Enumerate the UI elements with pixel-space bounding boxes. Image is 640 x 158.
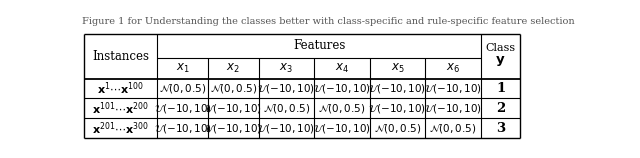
Text: $\mathcal{U}(-10,10)$: $\mathcal{U}(-10,10)$: [313, 122, 371, 135]
Text: $x_1$: $x_1$: [176, 62, 189, 75]
Text: $\mathcal{U}(-10,10)$: $\mathcal{U}(-10,10)$: [313, 82, 371, 95]
Text: $\mathcal{N}(0,0.5)$: $\mathcal{N}(0,0.5)$: [209, 82, 257, 95]
Text: $\mathbf{x}^{101}\cdots\mathbf{x}^{200}$: $\mathbf{x}^{101}\cdots\mathbf{x}^{200}$: [92, 100, 149, 117]
Text: $\mathcal{U}(-10,10)$: $\mathcal{U}(-10,10)$: [257, 122, 316, 135]
Text: $x_3$: $x_3$: [280, 62, 293, 75]
Text: Class: Class: [486, 43, 516, 53]
Text: $\mathbf{y}$: $\mathbf{y}$: [495, 54, 506, 68]
Text: $\mathcal{U}(-10,10)$: $\mathcal{U}(-10,10)$: [204, 122, 262, 135]
Text: $\mathcal{N}(0,0.5)$: $\mathcal{N}(0,0.5)$: [318, 102, 365, 115]
Text: $\mathcal{U}(-10,10)$: $\mathcal{U}(-10,10)$: [154, 122, 212, 135]
Text: Instances: Instances: [92, 50, 149, 63]
Text: $\mathcal{U}(-10,10)$: $\mathcal{U}(-10,10)$: [369, 82, 426, 95]
Text: $\mathcal{N}(0,0.5)$: $\mathcal{N}(0,0.5)$: [159, 82, 207, 95]
Text: $\mathcal{N}(0,0.5)$: $\mathcal{N}(0,0.5)$: [374, 122, 421, 135]
Text: 2: 2: [496, 102, 505, 115]
Text: $\mathcal{U}(-10,10)$: $\mathcal{U}(-10,10)$: [424, 102, 482, 115]
Text: $x_5$: $x_5$: [390, 62, 404, 75]
Text: $x_4$: $x_4$: [335, 62, 349, 75]
Text: $\mathcal{U}(-10,10)$: $\mathcal{U}(-10,10)$: [257, 82, 316, 95]
Text: $x_6$: $x_6$: [446, 62, 460, 75]
Text: $\mathcal{U}(-10,10)$: $\mathcal{U}(-10,10)$: [369, 102, 426, 115]
Text: $\mathcal{N}(0,0.5)$: $\mathcal{N}(0,0.5)$: [429, 122, 477, 135]
Text: 1: 1: [496, 82, 505, 95]
Text: $\mathbf{x}^1\cdots\mathbf{x}^{100}$: $\mathbf{x}^1\cdots\mathbf{x}^{100}$: [97, 80, 144, 97]
Text: $\mathcal{U}(-10,10)$: $\mathcal{U}(-10,10)$: [424, 82, 482, 95]
Text: $\mathcal{N}(0,0.5)$: $\mathcal{N}(0,0.5)$: [262, 102, 310, 115]
Text: Figure 1 for Understanding the classes better with class-specific and rule-speci: Figure 1 for Understanding the classes b…: [82, 17, 574, 26]
Text: $\mathcal{U}(-10,10)$: $\mathcal{U}(-10,10)$: [154, 102, 212, 115]
Text: $\mathcal{U}(-10,10)$: $\mathcal{U}(-10,10)$: [204, 102, 262, 115]
Text: Features: Features: [293, 39, 345, 52]
Text: 3: 3: [496, 122, 505, 135]
Text: $x_2$: $x_2$: [227, 62, 240, 75]
Text: $\mathbf{x}^{201}\cdots\mathbf{x}^{300}$: $\mathbf{x}^{201}\cdots\mathbf{x}^{300}$: [92, 120, 149, 137]
